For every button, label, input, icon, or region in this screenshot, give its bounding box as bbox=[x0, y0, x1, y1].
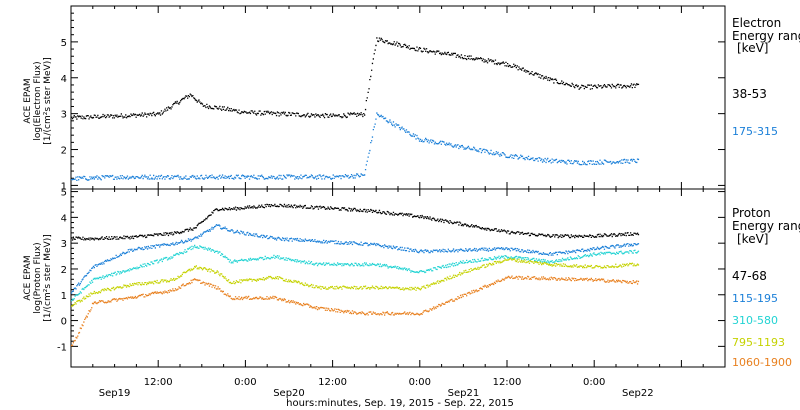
proton-ytick-label: 0 bbox=[61, 317, 67, 328]
electron-legend-175-315: 175-315 bbox=[732, 125, 778, 138]
proton-series-points-47-68 bbox=[71, 203, 640, 241]
proton-ytick-label: 3 bbox=[61, 239, 67, 250]
electron-ytick-label: 3 bbox=[61, 110, 67, 121]
proton-legend-47-68: 47-68 bbox=[732, 269, 767, 283]
proton-ytick-label: 4 bbox=[61, 213, 67, 224]
proton-series-47-68 bbox=[71, 203, 640, 241]
electron-panel: 1 2 3 4 5 bbox=[61, 5, 726, 192]
electron-ytick-label: 1 bbox=[61, 181, 67, 192]
electron-series-175-315 bbox=[71, 112, 640, 181]
electron-series-points-38-53 bbox=[71, 37, 640, 120]
proton-ylabel-line-2: log(Proton Flux) bbox=[33, 242, 43, 313]
electron-ylabel-line-1: ACE EPAM bbox=[23, 78, 33, 123]
proton-legend-title: Proton bbox=[732, 206, 771, 220]
electron-legend-subtitle: Energy range bbox=[732, 29, 800, 43]
proton-ylabel-line-1: ACE EPAM bbox=[23, 255, 33, 300]
x-date-label: Sep21 bbox=[448, 388, 480, 399]
x-date-label: Sep19 bbox=[99, 388, 131, 399]
proton-ytick-label: -1 bbox=[57, 342, 67, 353]
x-tick-label: 0:00 bbox=[409, 377, 431, 388]
electron-ytick-label: 5 bbox=[61, 38, 67, 49]
proton-legend-795-1193: 795-1193 bbox=[732, 336, 785, 349]
proton-series-795-1193 bbox=[71, 257, 640, 307]
proton-ytick-label: 1 bbox=[61, 291, 67, 302]
electron-ylabel-line-2: log(Electron Flux) bbox=[33, 61, 43, 140]
proton-legend-310-580: 310-580 bbox=[732, 314, 778, 327]
proton-ylabel-line-3: [1/(cm²s ster MeV)] bbox=[43, 234, 53, 321]
x-date-label: Sep20 bbox=[273, 388, 305, 399]
proton-legend-subtitle: Energy range bbox=[732, 219, 800, 233]
electron-ytick-label: 2 bbox=[61, 146, 67, 157]
electron-legend-title: Electron bbox=[732, 16, 781, 30]
proton-series-points-795-1193 bbox=[71, 257, 640, 307]
x-tick-label: 0:00 bbox=[234, 377, 256, 388]
electron-series-38-53 bbox=[71, 37, 640, 120]
proton-ytick-label: 2 bbox=[61, 265, 67, 276]
proton-panel: -1 0 1 2 3 4 5 bbox=[57, 188, 726, 368]
x-tick-label: 12:00 bbox=[144, 377, 173, 388]
electron-legend-unit: [keV] bbox=[737, 41, 768, 55]
proton-legend-unit: [keV] bbox=[737, 232, 768, 246]
proton-ytick-label: 5 bbox=[61, 188, 67, 199]
x-date-label: Sep22 bbox=[622, 388, 654, 399]
x-tick-label: 12:00 bbox=[493, 377, 522, 388]
electron-ylabel-line-3: [1/(cm²s ster MeV)] bbox=[43, 57, 53, 144]
electron-series-points-175-315 bbox=[71, 112, 640, 181]
x-tick-label: 12:00 bbox=[318, 377, 347, 388]
time-axis: 12:00 0:00 12:00 0:00 12:00 0:00 Sep19 Sep20 Sep… bbox=[99, 377, 654, 399]
electron-ytick-label: 4 bbox=[61, 74, 67, 85]
proton-legend-115-195: 115-195 bbox=[732, 292, 778, 305]
proton-legend-1060-1900: 1060-1900 bbox=[732, 356, 792, 369]
x-tick-label: 0:00 bbox=[583, 377, 605, 388]
electron-legend-38-53: 38-53 bbox=[732, 87, 767, 101]
x-axis-label: hours:minutes, Sep. 19, 2015 - Sep. 22, … bbox=[286, 398, 514, 409]
